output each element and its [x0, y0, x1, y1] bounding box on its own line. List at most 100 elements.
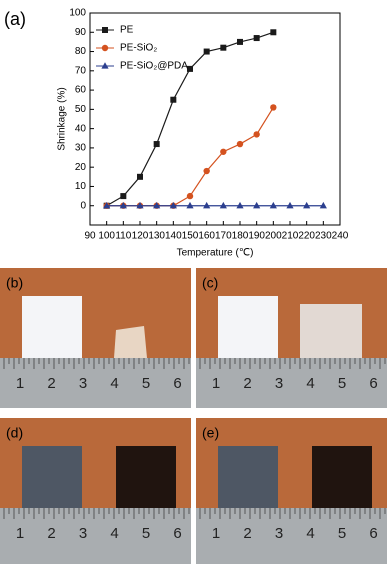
ruler-label: 6 — [173, 525, 181, 542]
sample-original — [218, 296, 278, 358]
y-tick-label: 20 — [75, 162, 87, 173]
y-tick-label: 80 — [75, 46, 87, 57]
ruler-label: 5 — [338, 375, 346, 392]
ruler-label: 6 — [173, 375, 181, 392]
ruler-label: 4 — [110, 525, 118, 542]
y-tick-label: 0 — [80, 200, 86, 211]
data-point — [153, 141, 160, 148]
series-line — [106, 107, 274, 207]
y-tick-label: 60 — [75, 85, 87, 96]
y-axis-title: Shrinkage (%) — [57, 87, 68, 150]
data-point — [153, 201, 161, 209]
sample-dark — [312, 446, 372, 508]
data-point — [220, 44, 227, 51]
data-point — [269, 201, 277, 209]
ruler-label: 2 — [243, 375, 251, 392]
sample-dark — [116, 446, 176, 508]
legend-label: PE-SiO₂@PDA — [120, 61, 188, 72]
series-line — [106, 31, 274, 207]
data-point — [169, 201, 177, 209]
y-tick-label: 70 — [75, 65, 87, 76]
sample-shrunk — [114, 326, 147, 358]
ruler-label: 5 — [142, 375, 150, 392]
ruler-label: 5 — [142, 525, 150, 542]
legend-label: PE — [120, 25, 134, 36]
data-point — [236, 140, 244, 148]
ruler-label: 1 — [16, 375, 24, 392]
x-axis-title: Temperature (℃) — [177, 248, 254, 259]
x-tick-label: 240 — [332, 231, 349, 242]
legend-marker — [102, 27, 108, 33]
x-tick-label: 170 — [215, 231, 232, 242]
data-point — [103, 201, 111, 209]
data-point — [203, 48, 210, 55]
y-tick-label: 30 — [75, 143, 87, 154]
x-tick-label: 110 — [115, 231, 131, 242]
legend-label: PE-SiO₂ — [120, 43, 157, 54]
panel-label: (a) — [4, 9, 26, 29]
sample-shrunk — [300, 304, 362, 358]
plot-frame — [89, 12, 341, 226]
data-point — [253, 35, 260, 42]
x-tick-label: 160 — [198, 231, 215, 242]
ruler-label: 6 — [369, 375, 377, 392]
sample-original — [22, 296, 82, 358]
x-tick-label: 220 — [298, 231, 315, 242]
data-point — [136, 201, 144, 209]
panel-label: (c) — [202, 275, 218, 291]
ruler — [0, 358, 191, 408]
x-tick-label: 190 — [248, 231, 265, 242]
ruler — [196, 358, 387, 408]
ruler-label: 1 — [212, 375, 220, 392]
x-tick-label: 90 — [84, 231, 96, 242]
y-tick-label: 100 — [69, 8, 86, 19]
panel-label: (b) — [6, 275, 23, 291]
x-tick-label: 180 — [232, 231, 249, 242]
x-tick-label: 120 — [132, 231, 149, 242]
y-tick-label: 10 — [75, 181, 87, 192]
data-point — [219, 201, 227, 209]
ruler-label: 3 — [79, 525, 87, 542]
photos: 1 2 3 4 5 6 (b) 1 2 3 4 5 6 (c) 1 2 3 4 5 6 (d) 1 2 3 4 5 6 (e) — [0, 268, 387, 564]
x-tick-label: 230 — [315, 231, 332, 242]
ruler-label: 4 — [306, 375, 314, 392]
ruler-label: 1 — [212, 525, 220, 542]
data-point — [303, 201, 311, 209]
data-point — [253, 201, 261, 209]
x-tick-label: 210 — [282, 231, 299, 242]
data-point — [120, 193, 127, 200]
data-point — [286, 201, 294, 209]
data-point — [170, 96, 177, 103]
ruler-label: 4 — [110, 375, 118, 392]
ruler-label: 3 — [275, 525, 283, 542]
x-tick-label: 130 — [148, 231, 165, 242]
ruler-label: 6 — [369, 525, 377, 542]
sample-original — [218, 446, 278, 508]
ruler-label: 1 — [16, 525, 24, 542]
data-point — [319, 201, 327, 209]
x-tick-label: 150 — [182, 231, 199, 242]
data-point — [270, 29, 277, 36]
ruler-label: 2 — [243, 525, 251, 542]
legend-marker — [101, 62, 109, 69]
data-point — [186, 201, 194, 209]
data-point — [220, 148, 227, 155]
data-point — [187, 65, 193, 72]
ruler — [196, 508, 387, 564]
ruler — [0, 508, 191, 564]
legend-marker — [101, 44, 109, 52]
ruler-label: 4 — [306, 525, 314, 542]
x-tick-label: 140 — [165, 231, 182, 242]
data-point — [119, 201, 127, 209]
ruler-label: 5 — [338, 525, 346, 542]
ruler-label: 2 — [47, 375, 55, 392]
ruler-label: 3 — [275, 375, 283, 392]
data-point — [186, 192, 194, 200]
y-tick-label: 40 — [75, 123, 87, 134]
data-point — [253, 131, 260, 138]
data-point — [237, 38, 243, 45]
ruler-label: 3 — [79, 375, 87, 392]
y-tick-label: 90 — [75, 27, 87, 38]
ruler-label: 2 — [47, 525, 55, 542]
y-tick-label: 50 — [75, 104, 87, 115]
